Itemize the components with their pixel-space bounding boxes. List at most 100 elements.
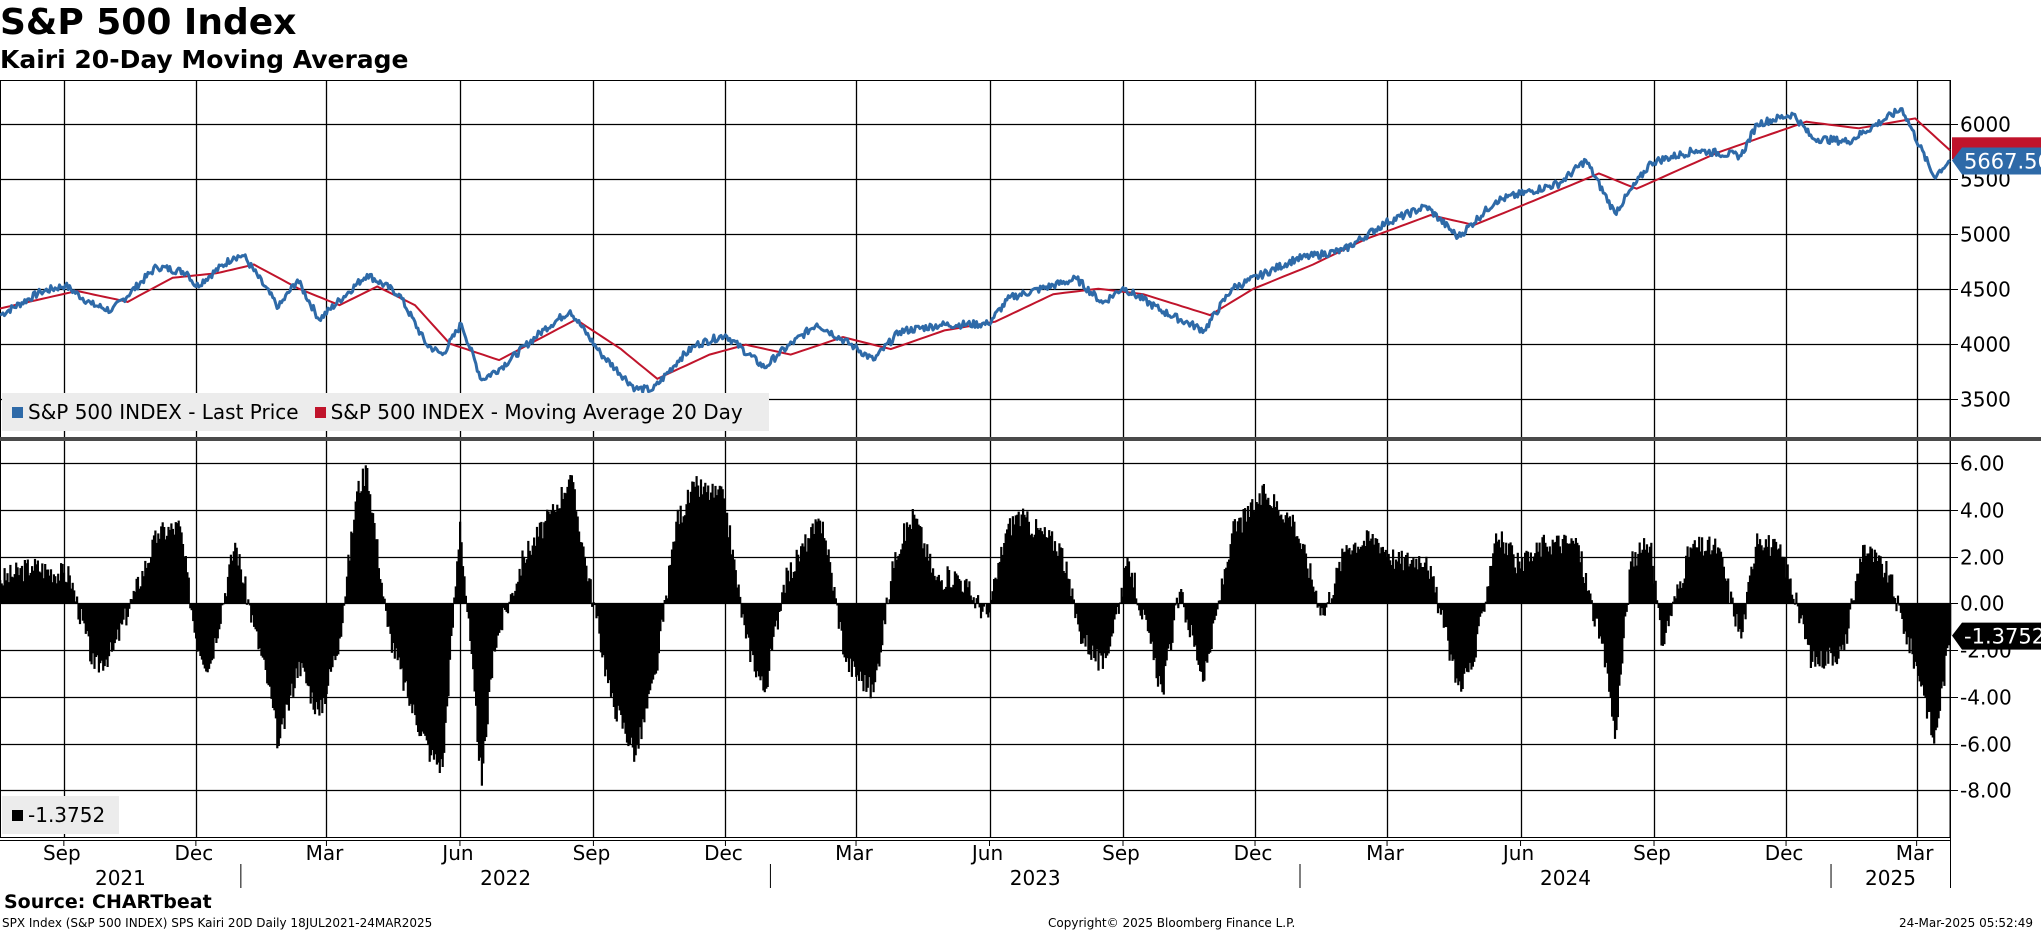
kairi-bar (1692, 543, 1695, 604)
kairi-bar (657, 603, 660, 654)
kairi-bar (356, 491, 359, 604)
kairi-bar (1818, 603, 1821, 667)
kairi-bar (1872, 562, 1875, 604)
kairi-bar (1862, 545, 1865, 604)
kairi-bar (1738, 603, 1741, 629)
kairi-bar (1262, 484, 1265, 604)
kairi-bar (1937, 603, 1940, 719)
kairi-bar (1582, 577, 1585, 604)
kairi-bar (1019, 526, 1022, 604)
kairi-bar (618, 603, 621, 711)
kairi-bar (1447, 603, 1450, 641)
kairi-bar (392, 603, 395, 643)
kairi-bar (184, 556, 187, 604)
kairi-bar (1550, 554, 1553, 604)
kairi-bar (1613, 603, 1617, 739)
kairi-bar (226, 576, 230, 604)
kairi-bar (1676, 584, 1679, 604)
kairi-bar (148, 562, 151, 604)
kairi-bar (914, 518, 917, 604)
kairi-bar (1349, 554, 1353, 604)
kairi-bar (1759, 539, 1762, 604)
kairi-bar (728, 525, 732, 604)
kairi-bar (54, 576, 57, 604)
kairi-bar (1635, 565, 1638, 604)
chart-title: S&P 500 Index (0, 2, 297, 43)
kairi-bar (1867, 553, 1870, 604)
kairi-bar (142, 576, 145, 604)
kairi-bar (537, 536, 540, 604)
kairi-bar (261, 603, 264, 658)
kairi-bar (1177, 603, 1180, 609)
kairi-bar (1217, 600, 1220, 604)
kairi-bar (134, 591, 137, 604)
kairi-bar (1925, 603, 1929, 719)
kairi-bar (802, 546, 806, 604)
kairi-bar (1947, 603, 1950, 646)
kairi-bar (524, 562, 527, 604)
kairi-bar (470, 603, 473, 654)
kairi-bar (891, 561, 894, 604)
kairi-bar (666, 598, 669, 604)
kairi-bar (933, 575, 936, 604)
kairi-bar (1735, 603, 1738, 615)
kairi-bar (1024, 517, 1028, 604)
kairi-bar (795, 549, 798, 604)
kairi-bar (1052, 550, 1055, 604)
kairi-bar (1767, 535, 1770, 604)
kairi-last-tag-label: -1.3752 (1964, 625, 2041, 649)
kairi-bar (1360, 546, 1363, 604)
kairi-bar (1035, 519, 1038, 604)
kairi-bar (1521, 557, 1524, 604)
kairi-bar (926, 544, 929, 604)
kairi-bar (1502, 542, 1505, 604)
kairi-bar (599, 603, 602, 653)
x-month-label-3: Jun (440, 841, 473, 865)
kairi-bar (1026, 511, 1029, 604)
kairi-bar (1345, 545, 1348, 604)
kairi-bar (345, 576, 349, 604)
kairi-bar (1374, 538, 1377, 604)
kairi-bar (1219, 600, 1222, 604)
kairi-bar (116, 603, 119, 630)
kairi-bar (1154, 603, 1157, 658)
kairi-bar (1801, 603, 1804, 616)
kairi-bar (1351, 550, 1354, 604)
kairi-bar (1193, 603, 1196, 647)
kairi-bar (279, 603, 282, 739)
kairi-bar (714, 485, 717, 604)
kairi-bar (543, 522, 546, 604)
kairi-bar (652, 603, 655, 680)
kairi-bar (313, 603, 317, 715)
kairi-bar (981, 603, 984, 612)
kairi-bar (144, 560, 147, 604)
kairi-bar (614, 603, 617, 719)
kairi-bar (1183, 603, 1186, 608)
kairi-bar (1627, 603, 1630, 605)
kairi-bar (530, 554, 533, 604)
kairi-bar (654, 603, 658, 674)
kairi-bar (1104, 603, 1107, 659)
kairi-bar (419, 603, 423, 736)
kairi-bar (453, 597, 456, 604)
kairi-bar (293, 603, 296, 689)
kairi-bar (1255, 502, 1258, 604)
kairi-bar (1569, 543, 1572, 604)
kairi-bar (1599, 603, 1602, 637)
kairi-bar (287, 603, 290, 711)
x-year-label-0: 2021 (95, 866, 146, 890)
kairi-bar (1796, 603, 1799, 607)
kairi-bar (334, 603, 337, 661)
kairi-bar (435, 603, 438, 765)
kairi-bar (1242, 509, 1245, 604)
kairi-bar (186, 572, 189, 604)
kairi-bar (528, 550, 531, 604)
kairi-bar (473, 603, 476, 692)
kairi-bar (299, 603, 302, 677)
kairi-bar (710, 492, 713, 604)
kairi-bar (1699, 551, 1702, 604)
source-note: Source: CHARTbeat (4, 891, 212, 913)
x-month-label-4: Sep (573, 841, 611, 865)
kairi-bar (502, 603, 505, 608)
kairi-bar (591, 603, 594, 607)
